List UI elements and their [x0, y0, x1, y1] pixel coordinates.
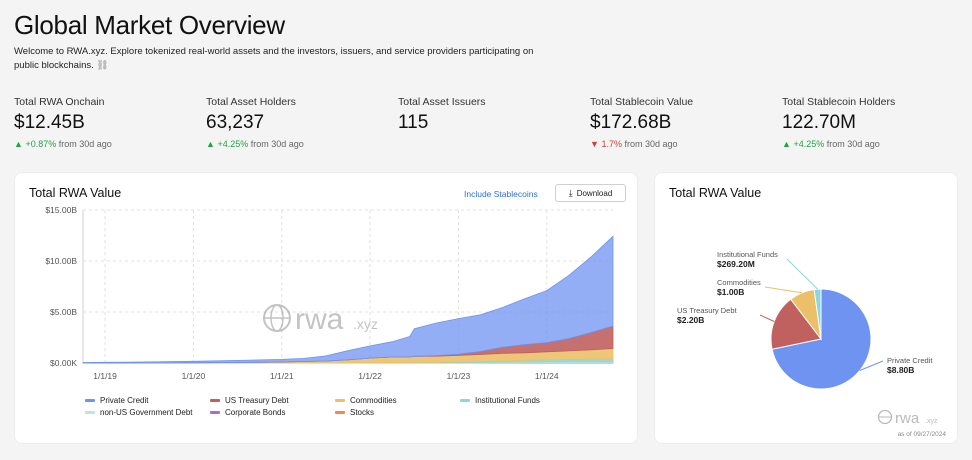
pie-watermark-globe-icon: [877, 409, 893, 425]
pie-label: US Treasury Debt: [677, 306, 738, 315]
x-tick-label: 1/1/24: [535, 371, 559, 381]
legend-label: Private Credit: [100, 396, 149, 405]
legend-swatch: [85, 411, 95, 414]
rwa-area-card: Total RWA Value Include Stablecoins ⤓ Do…: [14, 172, 638, 444]
down-arrow-icon: ▼: [590, 139, 599, 149]
stat-change: ▼ 1.7% from 30d ago: [590, 139, 780, 149]
watermark: rwa .xyz: [263, 303, 378, 336]
change-period: from 30d ago: [826, 139, 880, 149]
download-label: Download: [576, 188, 613, 198]
rwa-pie-card: Total RWA Value Private Credit $8.80B US T…: [654, 172, 958, 444]
legend-item-corporate-bonds[interactable]: Corporate Bonds: [210, 408, 285, 417]
change-value: 1.7%: [601, 139, 622, 149]
pie-watermark-suffix: .xyz: [925, 418, 938, 425]
link-icon[interactable]: ⛓: [96, 59, 109, 71]
legend-item-stocks[interactable]: Stocks: [335, 408, 374, 417]
pie-value-label: $269.20M: [717, 259, 755, 269]
stat-asset-holders: Total Asset Holders 63,237 ▲ +4.25% from…: [206, 96, 396, 149]
legend-label: non-US Government Debt: [100, 408, 193, 417]
change-period: from 30d ago: [624, 139, 678, 149]
stat-value: 63,237: [206, 112, 265, 133]
change-value: +4.25%: [217, 139, 249, 149]
legend-swatch: [210, 411, 220, 414]
y-tick-label: $5.00B: [50, 307, 77, 317]
pie-watermark: rwa .xyz: [877, 409, 938, 427]
change-period: from 30d ago: [250, 139, 304, 149]
pie-value-label: $8.80B: [887, 365, 914, 375]
pie-leader-line: [764, 286, 802, 294]
as-of-date: as of 09/27/2024: [898, 431, 947, 438]
legend-item-institutional[interactable]: Institutional Funds: [460, 396, 540, 405]
legend-item-gov-debt[interactable]: non-US Government Debt: [85, 408, 193, 417]
legend-swatch: [335, 411, 345, 414]
pie-leader-line: [786, 258, 818, 290]
watermark-suffix: .xyz: [353, 316, 378, 332]
legend-item-commodities[interactable]: Commodities: [335, 396, 397, 405]
legend-swatch: [210, 399, 220, 402]
y-tick-label: $10.00B: [45, 256, 77, 266]
legend-label: Commodities: [350, 396, 397, 405]
pie-chart: Private Credit$8.80B US Treasury Debt$2.2…: [677, 250, 947, 438]
include-stablecoins-toggle[interactable]: Include Stablecoins: [464, 189, 538, 199]
legend-item-us-treasury[interactable]: US Treasury Debt: [210, 396, 289, 405]
stat-label: Total RWA Onchain: [14, 96, 105, 108]
pie-label: Commodities: [717, 278, 761, 287]
stat-label: Total Asset Holders: [206, 96, 296, 108]
stat-value: 115: [398, 112, 429, 133]
stat-value: $12.45B: [14, 112, 85, 133]
up-arrow-icon: ▲: [782, 139, 791, 149]
legend-label: Stocks: [350, 408, 375, 417]
x-tick-label: 1/1/20: [182, 371, 206, 381]
y-tick-label: $0.00K: [50, 358, 77, 368]
x-tick-label: 1/1/19: [93, 371, 117, 381]
legend-item-private-credit[interactable]: Private Credit: [85, 396, 148, 405]
pie-value-label: $1.00B: [717, 287, 744, 297]
stat-change: ▲ +4.25% from 30d ago: [206, 139, 396, 149]
download-button[interactable]: ⤓ Download: [555, 184, 626, 202]
stat-label: Total Asset Issuers: [398, 96, 486, 108]
pie-watermark-text: rwa: [895, 410, 920, 427]
x-tick-label: 1/1/21: [270, 371, 294, 381]
stat-label: Total Stablecoin Holders: [782, 96, 896, 108]
area-chart: $0.00K $5.00B $10.00B $15.00B 1/1/19 1/1/20 1/…: [45, 205, 614, 381]
watermark-globe-meridian: [270, 304, 284, 332]
x-tick-label: 1/1/22: [358, 371, 382, 381]
legend-swatch: [335, 399, 345, 402]
pie-label: Private Credit: [887, 356, 933, 365]
stat-value: $172.68B: [590, 112, 672, 133]
intro-body: Welcome to RWA.xyz. Explore tokenized re…: [14, 46, 534, 71]
up-arrow-icon: ▲: [14, 139, 23, 149]
page-title: Global Market Overview: [14, 10, 285, 40]
x-tick-label: 1/1/23: [447, 371, 471, 381]
intro-text: Welcome to RWA.xyz. Explore tokenized re…: [14, 45, 534, 72]
change-value: +0.87%: [25, 139, 57, 149]
stat-change: ▲ +0.87% from 30d ago: [14, 139, 204, 149]
legend-swatch: [460, 399, 470, 402]
area-card-title: Total RWA Value: [29, 186, 122, 200]
y-tick-label: $15.00B: [45, 205, 77, 215]
stat-asset-issuers: Total Asset Issuers 115: [398, 96, 588, 134]
change-value: +4.25%: [793, 139, 825, 149]
watermark-globe-icon: [263, 304, 291, 332]
stat-total-rwa: Total RWA Onchain $12.45B ▲ +0.87% from …: [14, 96, 204, 149]
download-icon: ⤓: [568, 187, 573, 198]
legend-swatch: [85, 399, 95, 402]
pie-value-label: $2.20B: [677, 315, 704, 325]
stat-change: ▲ +4.25% from 30d ago: [782, 139, 972, 149]
watermark-text: rwa: [295, 303, 344, 336]
up-arrow-icon: ▲: [206, 139, 215, 149]
pie-label: Institutional Funds: [717, 250, 778, 259]
area-series-private-credit: [82, 235, 614, 364]
stat-stablecoin-value: Total Stablecoin Value $172.68B ▼ 1.7% f…: [590, 96, 780, 149]
pie-card-title: Total RWA Value: [669, 186, 762, 200]
legend-label: Institutional Funds: [475, 396, 540, 405]
legend-label: Corporate Bonds: [225, 408, 286, 417]
pie-leader-line: [759, 314, 775, 322]
legend-label: US Treasury Debt: [225, 396, 289, 405]
change-period: from 30d ago: [58, 139, 112, 149]
pie-leader-line: [859, 360, 884, 371]
stat-label: Total Stablecoin Value: [590, 96, 694, 108]
stat-stablecoin-holders: Total Stablecoin Holders 122.70M ▲ +4.25…: [782, 96, 972, 149]
stat-value: 122.70M: [782, 112, 856, 133]
